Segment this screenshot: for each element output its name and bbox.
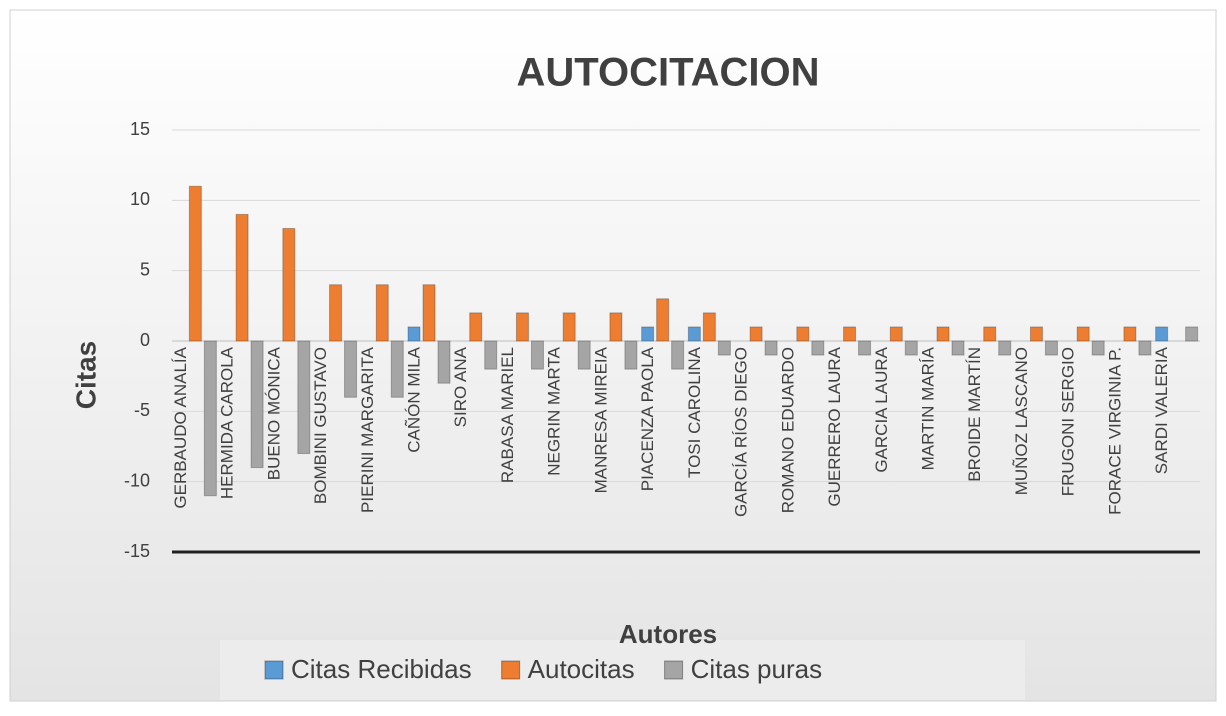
bar [858,340,872,356]
bar [764,340,778,356]
bar [422,284,436,342]
y-tick-label: 0 [140,330,150,350]
x-tick-label: HERMIDA CAROLA [218,346,237,499]
bar [687,326,701,342]
bar [562,312,576,342]
bar [641,326,655,342]
x-tick-label: PIERINI MARGARITA [358,346,377,513]
bar [1155,326,1169,342]
x-tick-label: GARCÍA RÍOS DIEGO [732,347,751,517]
bar [297,340,311,455]
x-tick-label: MANRESA MIREIA [591,346,610,493]
bar [904,340,918,356]
bar [530,340,544,370]
x-tick-label: PIACENZA PAOLA [638,346,657,491]
bar [390,340,404,398]
bar [1185,326,1199,342]
x-tick-label: NEGRIN MARTA [545,346,564,475]
legend-label: Autocitas [528,654,635,684]
x-tick-label: BROIDE MARTÍN [965,347,984,482]
x-tick-label: ROMANO EDUARDO [778,347,797,513]
chart-background [9,9,1217,702]
bar [624,340,638,370]
x-tick-label: GARCIA LAURA [872,346,891,472]
bar [515,312,529,342]
bar [796,326,810,342]
y-tick-label: -5 [134,400,150,420]
x-tick-label: GUERRERO LAURA [825,346,844,506]
bar [749,326,763,342]
bar [1029,326,1043,342]
y-tick-label: -10 [124,470,150,490]
bar [437,340,451,384]
bar [1138,340,1152,356]
legend-label: Citas Recibidas [291,654,472,684]
y-tick-label: -15 [124,541,150,561]
bar [1076,326,1090,342]
x-tick-label: MARTIN MARÍA [918,346,937,470]
bar [250,340,264,469]
bar [656,298,670,342]
bar [188,185,202,342]
bar [407,326,421,342]
bar [344,340,358,398]
legend-swatch [664,660,684,680]
x-tick-label: FORACE VIRGINIA P. [1105,347,1124,515]
x-tick-label: BOMBINI GUSTAVO [311,347,330,504]
bar [843,326,857,342]
bar [671,340,685,370]
bar [609,312,623,342]
x-tick-label: CAÑÓN MILA [404,346,423,452]
x-tick-label: GERBAUDO ANALÍA [171,346,190,508]
legend-swatch [501,660,521,680]
bar [203,340,217,497]
bar [1123,326,1137,342]
bar [702,312,716,342]
bar [469,312,483,342]
x-tick-label: SIRO ANA [451,346,470,427]
bar [717,340,731,356]
y-tick-label: 5 [140,259,150,279]
legend-swatch [264,660,284,680]
x-axis-label: Autores [619,619,717,649]
bar [1044,340,1058,356]
y-tick-label: 10 [130,189,150,209]
legend-label: Citas puras [691,654,823,684]
bar [329,284,343,342]
chart-title: AUTOCITACION [517,51,820,95]
bar [235,213,249,342]
bar [1091,340,1105,356]
y-axis-label: Citas [70,341,101,409]
x-tick-label: MUÑOZ LASCANO [1012,347,1031,495]
x-tick-label: BUENO MÓNICA [264,346,283,480]
y-tick-label: 15 [130,119,150,139]
bar [484,340,498,370]
bar [983,326,997,342]
bar [936,326,950,342]
x-tick-label: TOSI CAROLINA [685,346,704,478]
x-tick-label: FRUGONI SERGIO [1059,347,1078,496]
bar [577,340,591,370]
bar [951,340,965,356]
bar [998,340,1012,356]
x-tick-label: SARDI VALERIA [1152,346,1171,474]
bar [282,227,296,342]
bar [889,326,903,342]
legend-box [220,640,1025,700]
bar [375,284,389,342]
x-tick-label: RABASA MARIEL [498,347,517,483]
bar [811,340,825,356]
